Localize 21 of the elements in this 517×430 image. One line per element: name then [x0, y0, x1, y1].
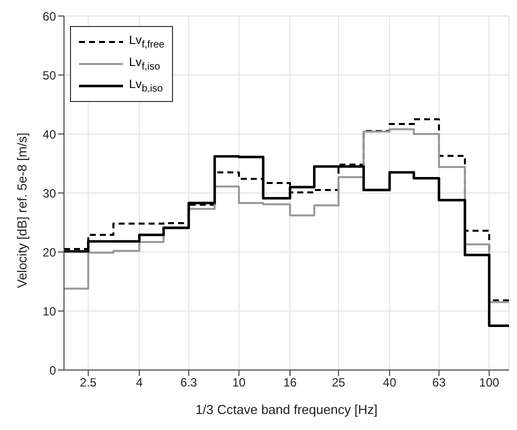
x-tick-label: 100	[479, 376, 500, 390]
x-tick-label: 4	[136, 376, 143, 390]
legend-label: Lv$_{b,iso}$	[129, 77, 163, 95]
y-tick-label: 30	[42, 186, 56, 200]
x-tick-label: 2.5	[80, 376, 97, 390]
x-tick-label: 25	[332, 376, 346, 390]
legend-label: Lv$_{f,iso}$	[129, 55, 160, 73]
y-tick-label: 40	[42, 127, 56, 142]
x-tick-label: 6.3	[180, 376, 198, 390]
y-tick-label: 50	[42, 68, 56, 82]
y-tick-label: 10	[42, 304, 56, 318]
x-tick-label: 10	[232, 376, 246, 390]
y-tick-label: 60	[42, 9, 56, 24]
y-tick-label: 0	[49, 363, 56, 378]
legend-label: Lv$_{f,free}$	[129, 33, 164, 51]
x-tick-label: 40	[382, 376, 397, 390]
x-tick-label: 63	[432, 376, 446, 390]
x-axis-title: 1/3 Cctave band frequency [Hz]	[195, 402, 378, 417]
y-axis-title: Velocity [dB] ref. 5e-8 [m/s]	[14, 132, 30, 288]
y-tick-label: 20	[42, 245, 56, 260]
x-tick-label: 16	[283, 376, 297, 390]
